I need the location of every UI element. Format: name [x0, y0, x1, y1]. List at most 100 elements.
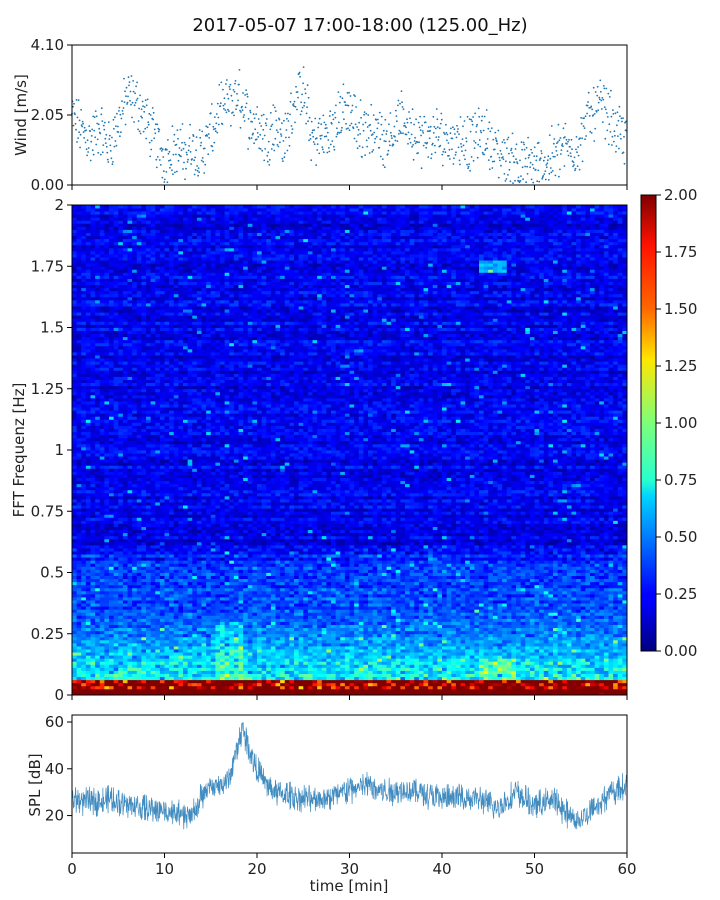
heatmap-cell: [220, 624, 226, 629]
heatmap-cell: [118, 600, 124, 604]
heatmap-cell: [409, 652, 415, 656]
heatmap-cell: [506, 606, 512, 610]
heatmap-cell: [377, 676, 383, 681]
heatmap-cell: [159, 679, 165, 684]
heatmap-cell: [617, 609, 623, 613]
wind-point: [480, 119, 483, 122]
heatmap-cell: [543, 606, 549, 610]
heatmap-cell: [183, 667, 189, 671]
wind-point: [447, 142, 450, 144]
heatmap-cell: [312, 606, 318, 610]
heatmap-cell: [326, 612, 332, 616]
heatmap-cell: [469, 673, 475, 678]
heatmap-cell: [196, 624, 202, 629]
heatmap-cell: [557, 621, 563, 625]
heatmap-cell: [81, 624, 87, 629]
heatmap-cell: [543, 612, 549, 616]
wind-point: [567, 154, 570, 157]
wind-point: [132, 80, 135, 82]
heatmap-cell: [492, 597, 498, 601]
heatmap-cell: [85, 603, 91, 607]
heatmap-cell: [164, 649, 170, 653]
wind-point: [257, 118, 260, 120]
heatmap-cell: [95, 649, 101, 653]
heatmap-cell: [405, 621, 411, 625]
wind-point: [240, 111, 242, 113]
heatmap-cell: [511, 630, 517, 635]
heatmap-cell: [303, 606, 309, 610]
heatmap-cell: [150, 603, 156, 607]
heatmap-cell: [409, 630, 415, 635]
heatmap-cell: [409, 682, 415, 687]
heatmap-cell: [511, 655, 517, 659]
heatmap-cell: [127, 664, 133, 668]
wind-point: [561, 143, 564, 145]
heatmap-cell: [418, 646, 424, 650]
wind-point: [328, 115, 331, 117]
heatmap-cell: [275, 676, 281, 681]
heatmap-cell: [220, 691, 226, 696]
heatmap-cell: [506, 676, 512, 681]
heatmap-cell: [72, 603, 78, 607]
wind-point: [246, 93, 249, 96]
wind-point: [80, 108, 82, 111]
heatmap-cell: [446, 633, 452, 638]
heatmap-cell: [109, 691, 115, 696]
heatmap-cell: [613, 642, 619, 647]
heatmap-cell: [206, 630, 212, 635]
heatmap-cell: [386, 688, 392, 693]
heatmap-cell: [146, 661, 152, 665]
heatmap-cell: [442, 661, 448, 665]
heatmap-cell: [622, 667, 628, 671]
heatmap-cell: [132, 688, 138, 693]
heatmap-cell: [428, 661, 434, 665]
heatmap-cell: [252, 636, 258, 641]
heatmap-cell: [363, 688, 369, 693]
heatmap-cell: [358, 652, 364, 656]
heatmap-cell: [455, 627, 461, 632]
heatmap-cell: [548, 682, 554, 687]
heatmap-cell: [344, 597, 350, 601]
heatmap-cell: [118, 688, 124, 693]
heatmap-cell: [349, 661, 355, 665]
wind-point: [504, 180, 507, 182]
heatmap-cell: [173, 655, 179, 659]
heatmap-cell: [266, 667, 272, 671]
heatmap-cell: [266, 609, 272, 613]
heatmap-cell: [280, 627, 286, 632]
wind-point: [445, 132, 448, 134]
heatmap-cell: [571, 682, 577, 687]
heatmap-cell: [85, 642, 91, 647]
wind-point: [327, 147, 330, 149]
heatmap-cell: [72, 593, 78, 598]
heatmap-cell: [354, 661, 360, 665]
heatmap-cell: [590, 600, 596, 604]
wind-point: [562, 145, 564, 148]
heatmap-cell: [395, 633, 401, 638]
heatmap-cell: [483, 673, 489, 678]
heatmap-cell: [442, 642, 448, 647]
heatmap-cell: [539, 642, 545, 647]
heatmap-cell: [580, 661, 586, 665]
heatmap-cell: [460, 627, 466, 632]
heatmap-cell: [85, 624, 91, 629]
heatmap-cell: [469, 646, 475, 650]
heatmap-cell: [446, 612, 452, 616]
heatmap-cell: [340, 609, 346, 613]
heatmap-cell: [169, 618, 175, 622]
heatmap-cell: [141, 649, 147, 653]
heatmap-cell: [247, 600, 253, 604]
wind-point: [442, 150, 445, 153]
wind-point: [317, 122, 320, 125]
heatmap-cell: [238, 618, 244, 622]
heatmap-cell: [363, 670, 369, 674]
heatmap-cell: [275, 688, 281, 693]
heatmap-cell: [391, 682, 397, 687]
wind-point: [272, 104, 275, 106]
heatmap-cell: [233, 627, 239, 632]
wind-point: [369, 123, 372, 126]
heatmap-cell: [502, 642, 508, 647]
heatmap-cell: [599, 609, 605, 613]
heatmap-cell: [298, 670, 304, 674]
heatmap-cell: [99, 664, 105, 668]
